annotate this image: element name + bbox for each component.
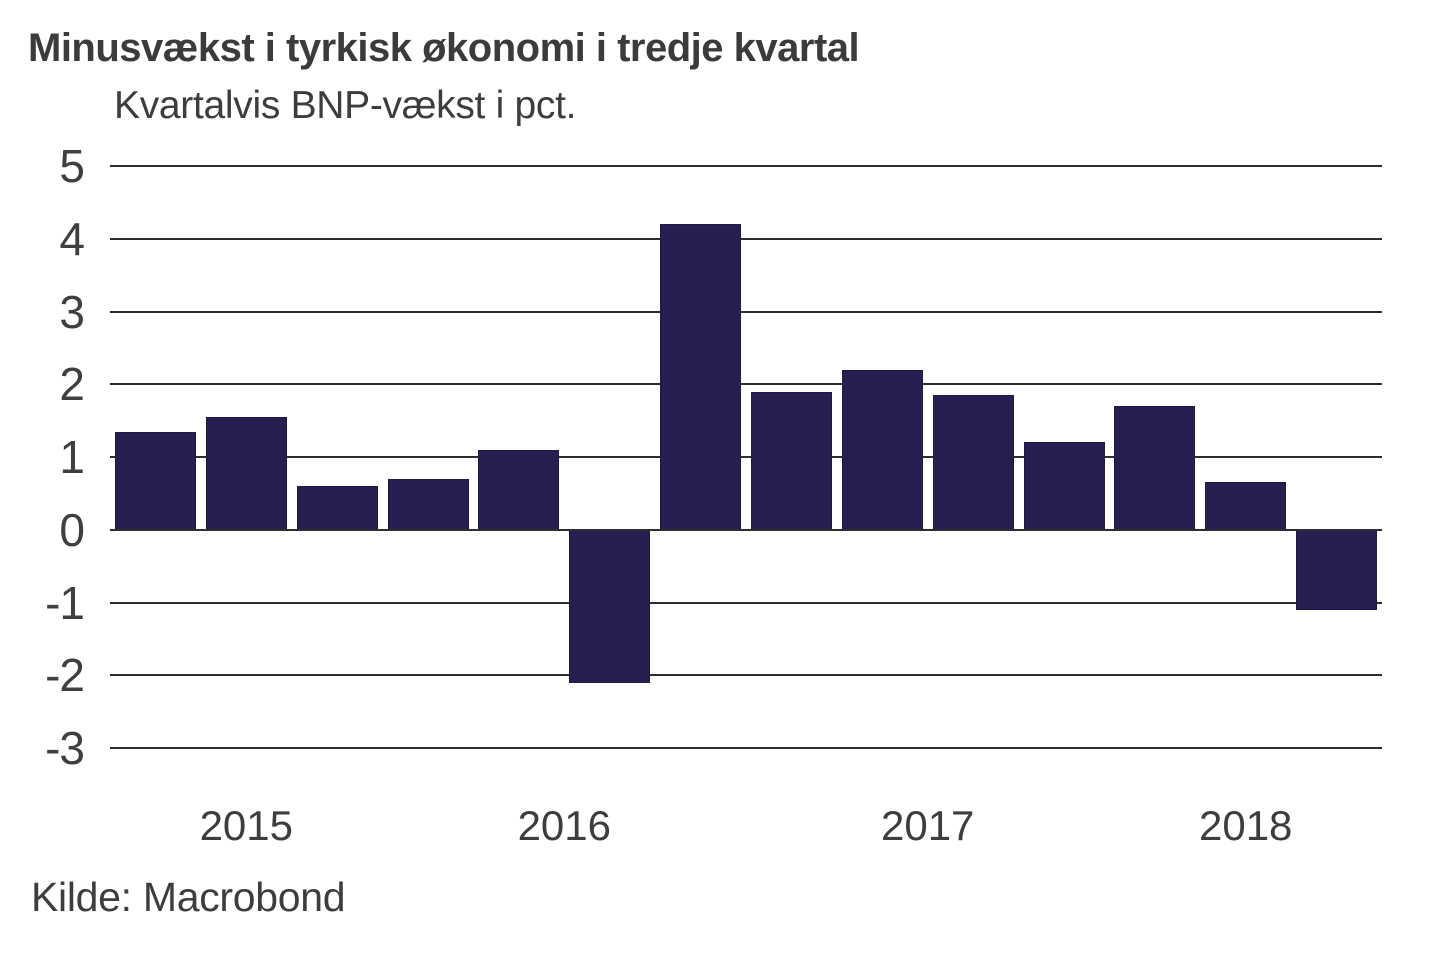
ytick-label-1: 1 bbox=[59, 431, 85, 483]
gridline-2 bbox=[110, 383, 1382, 386]
bar-2018-q2 bbox=[1205, 482, 1287, 530]
gridline-5 bbox=[110, 165, 1382, 167]
bar-2016-q2 bbox=[478, 449, 560, 530]
bar-2017-q3 bbox=[932, 395, 1014, 530]
ytick-label--2: -2 bbox=[45, 649, 85, 702]
gridline-1 bbox=[110, 456, 1382, 458]
source-label: Kilde: Macrobond bbox=[31, 874, 346, 920]
bar-2017-q1 bbox=[750, 391, 832, 530]
ytick-label-0: 0 bbox=[59, 503, 85, 556]
bar-2018-q3 bbox=[1296, 529, 1378, 610]
bar-2018-q1 bbox=[1114, 406, 1196, 530]
bar-2017-q2 bbox=[841, 369, 923, 530]
ytick-label--3: -3 bbox=[45, 722, 85, 774]
bar-2015-q4 bbox=[296, 486, 378, 530]
bar-2016-q4 bbox=[660, 224, 742, 530]
gridline-3 bbox=[110, 310, 1382, 313]
gridline-0 bbox=[110, 528, 1382, 531]
ytick-label-2: 2 bbox=[59, 358, 85, 411]
gridline--3 bbox=[110, 747, 1382, 749]
xtick-label-2015: 2015 bbox=[199, 802, 293, 849]
gridline--1 bbox=[110, 601, 1382, 604]
gridline--2 bbox=[110, 674, 1382, 677]
chart-title: Minusvækst i tyrkisk økonomi i tredje kv… bbox=[28, 26, 860, 70]
bar-2015-q3 bbox=[205, 416, 287, 530]
ytick-label-3: 3 bbox=[59, 285, 85, 338]
bar-2017-q4 bbox=[1023, 442, 1105, 530]
ytick-label-5: 5 bbox=[59, 140, 85, 192]
ytick-label--1: -1 bbox=[45, 576, 85, 629]
xtick-label-2018: 2018 bbox=[1198, 802, 1293, 849]
ytick-label-4: 4 bbox=[59, 212, 85, 265]
xtick-label-2017: 2017 bbox=[880, 802, 975, 849]
chart-subtitle: Kvartalvis BNP-vækst i pct. bbox=[114, 84, 577, 127]
xtick-label-2016: 2016 bbox=[517, 802, 611, 849]
bar-2016-q3 bbox=[569, 529, 651, 683]
gridline-4 bbox=[110, 237, 1382, 240]
bar-2016-q1 bbox=[387, 478, 469, 530]
bar-2015-q2 bbox=[114, 431, 196, 530]
